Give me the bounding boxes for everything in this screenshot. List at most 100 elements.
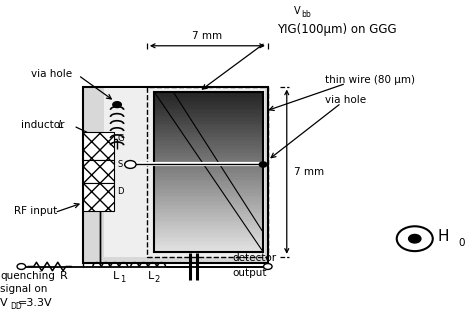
Bar <box>154 208 263 212</box>
Text: bb: bb <box>301 9 311 19</box>
Circle shape <box>409 234 421 243</box>
Bar <box>154 232 263 236</box>
Text: via hole: via hole <box>325 95 366 105</box>
Bar <box>154 144 263 148</box>
Bar <box>154 126 263 129</box>
Bar <box>154 163 263 166</box>
Bar <box>154 192 263 196</box>
Text: L: L <box>55 120 64 130</box>
Bar <box>154 240 263 244</box>
Bar <box>154 152 263 156</box>
Bar <box>154 139 263 142</box>
Text: detector: detector <box>232 253 276 263</box>
Text: DD: DD <box>10 302 22 311</box>
Bar <box>154 128 263 131</box>
Bar <box>154 238 263 241</box>
Text: quenching: quenching <box>0 271 55 281</box>
Text: H: H <box>438 229 449 244</box>
Text: thin wire (80 μm): thin wire (80 μm) <box>325 75 415 85</box>
Bar <box>154 134 263 137</box>
Text: =3.3V: =3.3V <box>18 299 53 308</box>
Text: 0: 0 <box>459 238 465 248</box>
Text: RF input: RF input <box>14 206 57 216</box>
Bar <box>154 166 263 169</box>
Bar <box>154 160 263 164</box>
Circle shape <box>113 102 121 108</box>
Bar <box>154 174 263 177</box>
Text: D: D <box>118 187 124 196</box>
Bar <box>154 182 263 185</box>
Bar <box>154 96 263 99</box>
Bar <box>154 147 263 150</box>
Bar <box>154 184 263 188</box>
Circle shape <box>125 161 136 168</box>
Bar <box>154 131 263 134</box>
Text: V: V <box>0 299 8 308</box>
Bar <box>154 112 263 116</box>
Text: L: L <box>147 271 154 281</box>
FancyBboxPatch shape <box>83 87 268 263</box>
Bar <box>154 91 263 94</box>
Bar <box>154 94 263 97</box>
Text: signal on: signal on <box>0 284 47 294</box>
Bar <box>154 235 263 238</box>
Text: V: V <box>294 7 301 16</box>
Bar <box>154 216 263 220</box>
Bar <box>154 222 263 225</box>
Bar <box>154 120 263 124</box>
Bar <box>154 206 263 209</box>
Bar <box>154 155 263 158</box>
Bar <box>154 142 263 145</box>
FancyBboxPatch shape <box>104 88 265 257</box>
Bar <box>154 190 263 193</box>
Bar <box>154 104 263 108</box>
Bar <box>154 168 263 172</box>
Text: 2: 2 <box>155 275 160 284</box>
Bar <box>154 110 263 113</box>
Circle shape <box>259 162 267 167</box>
Bar <box>154 246 263 249</box>
Circle shape <box>17 264 26 269</box>
Bar <box>154 158 263 161</box>
Text: output: output <box>232 268 267 278</box>
Bar <box>154 102 263 105</box>
Bar <box>154 171 263 174</box>
Bar <box>154 200 263 204</box>
Text: via hole: via hole <box>31 69 72 78</box>
Bar <box>154 195 263 198</box>
Bar <box>154 243 263 247</box>
Bar <box>154 203 263 206</box>
Bar <box>154 118 263 121</box>
Bar <box>154 198 263 201</box>
Text: L: L <box>113 271 119 281</box>
Bar <box>154 187 263 190</box>
Bar <box>154 179 263 182</box>
Bar <box>154 107 263 110</box>
Text: 7 mm: 7 mm <box>192 31 222 41</box>
Bar <box>154 123 263 126</box>
FancyBboxPatch shape <box>83 183 114 211</box>
Bar <box>154 176 263 180</box>
Bar <box>154 150 263 153</box>
Bar <box>154 136 263 140</box>
Text: 7 mm: 7 mm <box>294 167 324 177</box>
FancyBboxPatch shape <box>83 160 114 183</box>
Bar <box>154 249 263 252</box>
Bar <box>154 227 263 231</box>
Bar <box>154 230 263 233</box>
Text: S: S <box>118 160 123 169</box>
FancyBboxPatch shape <box>83 132 114 160</box>
Text: 1: 1 <box>120 275 125 284</box>
Circle shape <box>397 226 433 251</box>
Bar <box>154 115 263 118</box>
Text: YIG(100μm) on GGG: YIG(100μm) on GGG <box>277 23 397 36</box>
Circle shape <box>264 264 272 269</box>
Bar <box>154 211 263 215</box>
Bar <box>154 99 263 102</box>
Bar <box>154 224 263 228</box>
Bar <box>154 219 263 222</box>
Text: inductor: inductor <box>21 120 65 130</box>
Text: R: R <box>60 271 68 281</box>
Text: G: G <box>118 134 124 144</box>
Bar <box>154 214 263 217</box>
